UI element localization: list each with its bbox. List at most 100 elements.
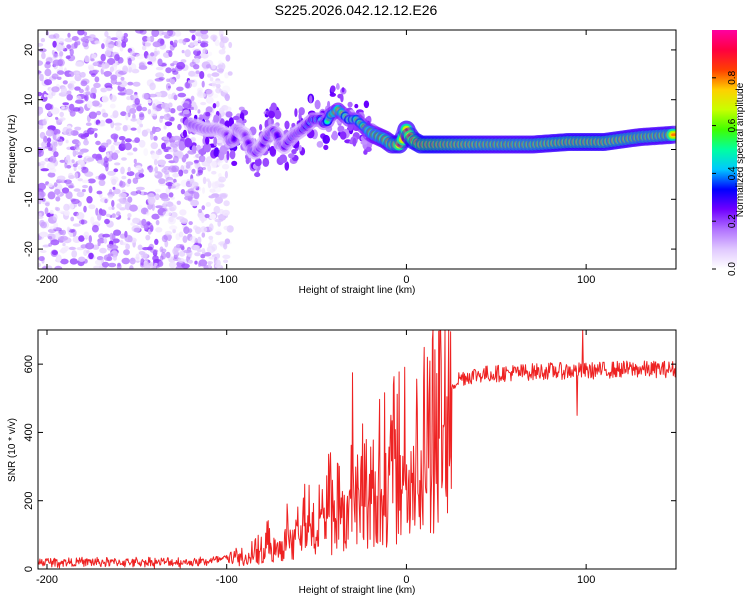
noise-speckle (119, 181, 126, 188)
noise-speckle (151, 213, 160, 220)
noise-speckle (90, 92, 96, 99)
noise-speckle (52, 213, 58, 221)
noise-speckle (96, 190, 103, 195)
noise-speckle (205, 156, 213, 164)
noise-speckle (194, 260, 198, 265)
noise-speckle (151, 126, 156, 134)
noise-speckle (53, 151, 59, 158)
noise-speckle (207, 164, 212, 172)
noise-speckle (215, 139, 224, 143)
noise-speckle (91, 224, 99, 233)
noise-speckle (65, 55, 71, 60)
noise-speckle (62, 242, 66, 247)
noise-speckle (217, 64, 224, 69)
noise-speckle (223, 200, 230, 207)
noise-speckle (97, 241, 101, 247)
noise-speckle (69, 48, 74, 56)
colorbar: 0.0 0.2 0.4 0.6 0.8 Normalized spectral ampl… (712, 30, 746, 276)
noise-speckle (55, 133, 61, 140)
noise-speckle (86, 85, 90, 92)
noise-speckle (133, 158, 137, 164)
noise-speckle (147, 196, 156, 205)
noise-speckle (122, 125, 128, 132)
noise-speckle (106, 213, 111, 218)
noise-speckle (179, 244, 185, 249)
noise-speckle (189, 42, 194, 47)
noise-speckle (217, 60, 223, 66)
noise-speckle (78, 133, 85, 138)
noise-speckle (198, 259, 208, 267)
noise-speckle (200, 30, 209, 35)
ridge-speckle (229, 150, 236, 160)
noise-speckle (121, 41, 127, 48)
noise-speckle (158, 178, 166, 185)
ridge-speckle (245, 156, 250, 165)
noise-speckle (127, 81, 134, 86)
noise-speckle (211, 72, 220, 77)
noise-speckle (224, 106, 232, 112)
noise-speckle (56, 44, 63, 52)
noise-speckle (77, 159, 85, 165)
noise-speckle (143, 148, 149, 157)
noise-speckle (172, 247, 179, 255)
noise-speckle (87, 178, 96, 184)
noise-speckle (193, 63, 200, 70)
noise-speckle (190, 199, 200, 207)
noise-speckle (158, 260, 164, 267)
noise-speckle (62, 80, 68, 85)
noise-speckle (124, 230, 128, 238)
noise-speckle (132, 81, 141, 87)
noise-speckle (147, 99, 152, 104)
noise-speckle (193, 58, 200, 64)
noise-speckle (72, 163, 78, 168)
noise-speckle (180, 217, 188, 225)
noise-speckle (85, 91, 91, 96)
noise-speckle (38, 91, 43, 97)
noise-speckle (71, 159, 75, 164)
noise-speckle (120, 242, 128, 246)
noise-speckle (99, 247, 107, 254)
noise-speckle (64, 37, 73, 43)
noise-speckle (53, 182, 58, 188)
noise-speckle (134, 172, 142, 180)
noise-speckle (82, 184, 89, 189)
noise-speckle (51, 91, 56, 96)
noise-speckle (88, 252, 94, 260)
noise-speckle (98, 175, 102, 181)
noise-speckle (127, 166, 131, 173)
ridge-speckle (182, 129, 187, 138)
noise-speckle (103, 237, 108, 244)
noise-speckle (113, 141, 122, 146)
noise-speckle (102, 112, 109, 118)
noise-speckle (165, 251, 171, 259)
noise-speckle (182, 38, 187, 46)
ridge-speckle (232, 115, 240, 121)
ridge-speckle (288, 153, 295, 159)
noise-speckle (118, 136, 126, 141)
ridge-speckle (341, 87, 345, 93)
noise-speckle (168, 50, 173, 58)
noise-speckle (194, 226, 202, 235)
noise-speckle (177, 123, 182, 131)
noise-speckle (147, 61, 153, 65)
noise-speckle (205, 64, 212, 69)
ridge-speckle (191, 145, 197, 154)
noise-speckle (169, 225, 178, 230)
snr-ytick-label: 0 (23, 566, 35, 572)
noise-speckle (218, 176, 227, 183)
noise-speckle (73, 203, 77, 208)
ridge-speckle (213, 114, 220, 125)
noise-speckle (135, 53, 145, 60)
noise-speckle (71, 250, 78, 258)
noise-speckle (38, 43, 44, 47)
spectrogram-ytick-label: 0 (23, 146, 35, 152)
noise-speckle (213, 205, 221, 214)
noise-speckle (60, 247, 66, 254)
noise-speckle (61, 105, 65, 110)
noise-speckle (191, 168, 196, 174)
noise-speckle (90, 87, 97, 95)
noise-speckle (106, 139, 112, 145)
noise-speckle (136, 105, 143, 112)
noise-speckle (142, 35, 149, 42)
